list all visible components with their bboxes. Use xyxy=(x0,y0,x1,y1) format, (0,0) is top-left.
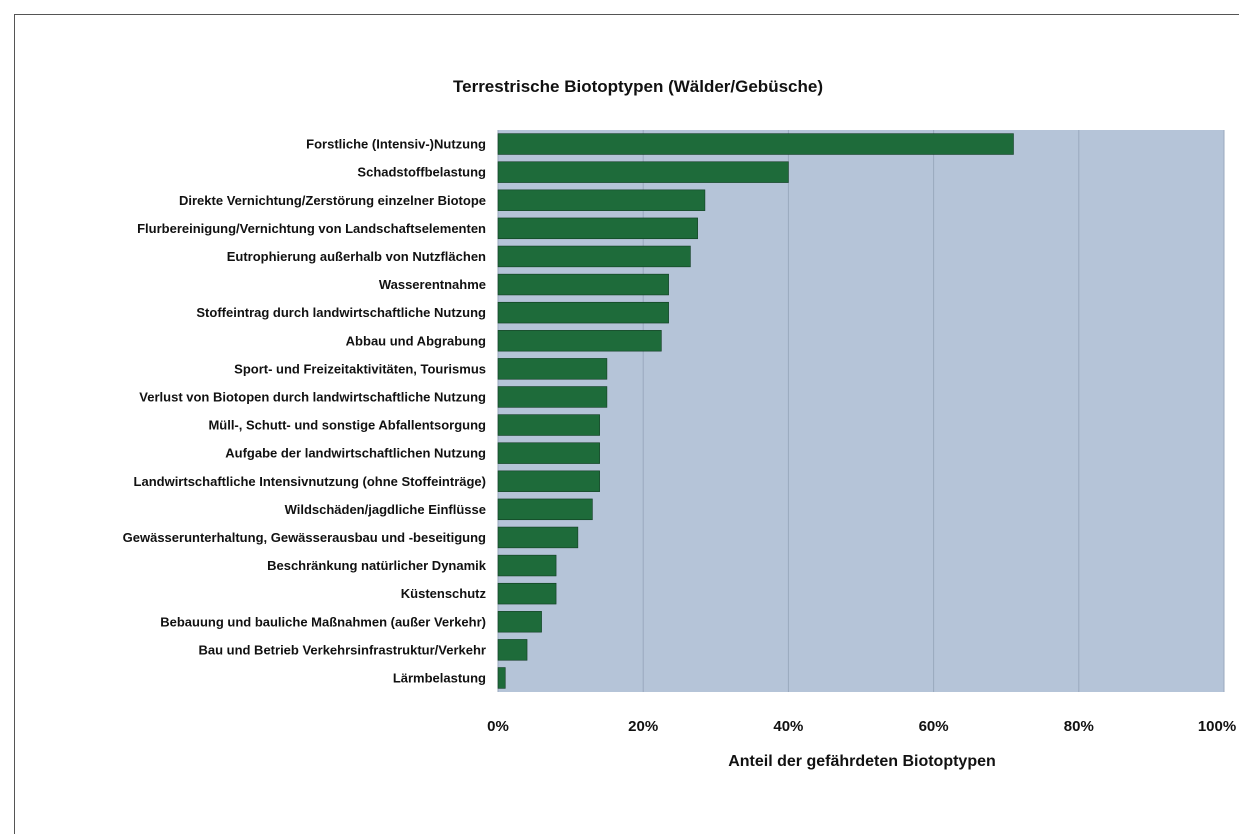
bar xyxy=(497,582,557,605)
category-label: Bau und Betrieb Verkehrsinfrastruktur/Ve… xyxy=(198,642,486,657)
category-label: Direkte Vernichtung/Zerstörung einzelner… xyxy=(179,193,486,208)
bar xyxy=(497,639,528,661)
bar xyxy=(497,611,542,633)
category-label: Eutrophierung außerhalb von Nutzflächen xyxy=(227,249,486,264)
bar xyxy=(497,470,600,492)
bar xyxy=(497,554,557,577)
x-tick-label: 20% xyxy=(628,718,658,735)
category-label: Verlust von Biotopen durch landwirtschaf… xyxy=(139,389,486,404)
x-tick-label: 40% xyxy=(773,718,803,735)
x-tick-label: 100% xyxy=(1198,718,1236,735)
frame-left-border xyxy=(14,14,15,834)
chart-title: Terrestrische Biotoptypen (Wälder/Gebüsc… xyxy=(453,77,823,96)
bar xyxy=(497,161,789,183)
bar xyxy=(497,217,698,240)
category-label: Gewässerunterhaltung, Gewässerausbau und… xyxy=(123,530,486,545)
bar xyxy=(497,667,506,689)
bars xyxy=(497,133,1014,689)
category-labels: Forstliche (Intensiv-)Nutzung Schadstoffb… xyxy=(123,137,487,686)
x-tick-label: 80% xyxy=(1064,718,1094,735)
bar xyxy=(497,526,579,549)
bar xyxy=(497,133,1014,155)
bar xyxy=(497,245,691,268)
bar xyxy=(497,442,600,464)
category-label: Küstenschutz xyxy=(401,586,487,601)
category-label: Schadstoffbelastung xyxy=(357,165,486,180)
bar xyxy=(497,301,669,324)
bar xyxy=(497,189,706,211)
frame-top-border xyxy=(14,14,1239,15)
category-label: Aufgabe der landwirtschaftlichen Nutzung xyxy=(225,446,486,461)
category-label: Wildschäden/jagdliche Einflüsse xyxy=(285,502,486,517)
x-tick-label: 0% xyxy=(487,718,509,735)
gridlines xyxy=(497,130,1225,692)
category-label: Sport- und Freizeitaktivitäten, Tourismu… xyxy=(234,361,486,376)
category-label: Bebauung und bauliche Maßnahmen (außer V… xyxy=(160,614,486,629)
plot-area xyxy=(498,130,1224,692)
bar xyxy=(497,358,608,380)
bar xyxy=(497,498,593,521)
bar xyxy=(497,386,608,408)
category-label: Landwirtschaftliche Intensivnutzung (ohn… xyxy=(134,474,486,489)
bar xyxy=(497,273,669,296)
category-label: Stoffeintrag durch landwirtschaftliche N… xyxy=(196,305,486,320)
category-label: Wasserentnahme xyxy=(379,277,486,292)
x-tick-label: 60% xyxy=(919,718,949,735)
category-label: Abbau und Abgrabung xyxy=(346,333,486,348)
bar xyxy=(497,414,600,436)
category-label: Müll-, Schutt- und sonstige Abfallentsor… xyxy=(208,418,486,433)
x-tick-labels: 0% 20% 40% 60% 80% 100% xyxy=(487,718,1236,735)
bar xyxy=(497,330,662,352)
category-label: Flurbereinigung/Vernichtung von Landscha… xyxy=(137,221,486,236)
category-label: Lärmbelastung xyxy=(393,670,486,685)
category-label: Beschränkung natürlicher Dynamik xyxy=(267,558,487,573)
x-axis-label: Anteil der gefährdeten Biotoptypen xyxy=(728,753,996,770)
category-label: Forstliche (Intensiv-)Nutzung xyxy=(306,137,486,152)
